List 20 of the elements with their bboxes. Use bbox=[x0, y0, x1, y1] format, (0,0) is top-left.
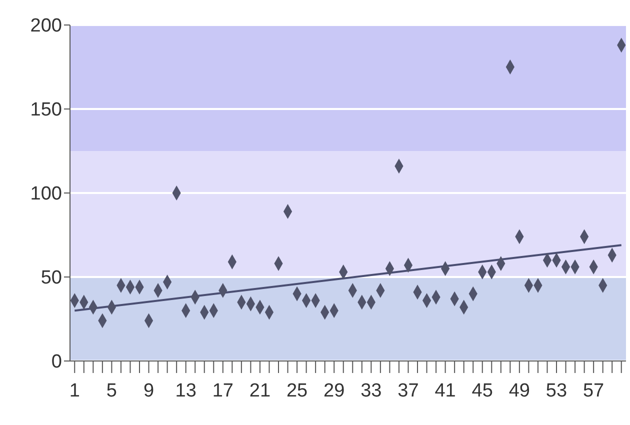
x-tick-label: 9 bbox=[143, 380, 154, 402]
x-tick-label: 1 bbox=[69, 380, 80, 402]
y-tick-label: 150 bbox=[30, 100, 62, 121]
x-tick-label: 21 bbox=[249, 380, 271, 402]
x-tick-label: 5 bbox=[106, 380, 117, 402]
x-tick-label: 25 bbox=[286, 380, 308, 402]
x-tick-label: 57 bbox=[582, 380, 604, 402]
y-tick-label: 50 bbox=[40, 268, 62, 289]
x-tick-label: 33 bbox=[360, 380, 382, 402]
x-tick-label: 37 bbox=[398, 380, 419, 402]
y-tick-label: 100 bbox=[30, 184, 62, 205]
x-tick-label: 17 bbox=[212, 380, 234, 402]
x-tick-label: 41 bbox=[434, 380, 456, 402]
x-tick-label: 13 bbox=[175, 380, 196, 402]
x-tick-label: 29 bbox=[324, 380, 345, 402]
x-tick-label: 53 bbox=[546, 380, 568, 402]
x-tick-label: 45 bbox=[472, 380, 493, 402]
y-tick-label: 200 bbox=[30, 16, 62, 37]
x-tick-label: 49 bbox=[508, 380, 530, 402]
y-tick-label: 0 bbox=[51, 352, 62, 373]
